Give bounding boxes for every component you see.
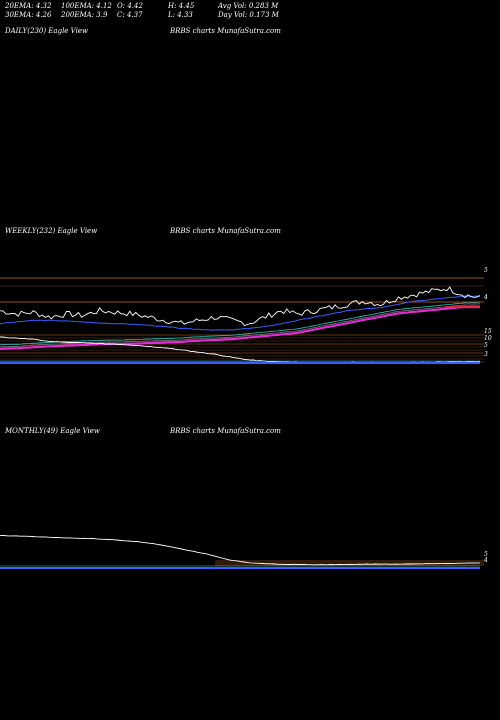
weekly-ma-gray <box>0 304 481 348</box>
monthly-scale-label: 5 <box>484 551 488 558</box>
stats-header: 20EMA: 4.32 100EMA: 4.12 O: 4.42 H: 4.45 Avg… <box>5 2 298 20</box>
ema200-stat: 200EMA: 3.9 <box>61 11 108 19</box>
monthly-scale-label: 4 <box>483 557 488 564</box>
weekly-scale-label: 15 <box>484 328 492 335</box>
ema20-stat: 20EMA: 4.32 <box>5 2 52 10</box>
weekly-scale-label: 3 <box>484 351 488 358</box>
daily-panel-label: DAILY(230) Eagle View <box>5 27 88 35</box>
high-stat: H: 4.45 <box>168 2 195 10</box>
day-vol-stat: Day Vol: 0.173 M <box>218 11 279 19</box>
close-stat: C: 4.37 <box>117 11 143 19</box>
open-stat: O: 4.42 <box>117 2 143 10</box>
low-stat: L: 4.33 <box>168 11 193 19</box>
weekly-scale-label: 4 <box>483 294 488 301</box>
weekly-panel-brand: BRBS charts MunafaSutra.com <box>170 227 281 235</box>
weekly-price-line <box>0 286 481 327</box>
ema100-stat: 100EMA: 4.12 <box>61 2 112 10</box>
daily-panel-brand: BRBS charts MunafaSutra.com <box>170 27 281 35</box>
weekly-scale-label: 5 <box>484 267 488 274</box>
stats-row-2: 30EMA: 4.26 200EMA: 3.9 C: 4.37 L: 4.33 Day … <box>5 11 298 20</box>
monthly-price-line <box>0 534 481 566</box>
monthly-panel-brand: BRBS charts MunafaSutra.com <box>170 427 281 435</box>
weekly-scale-label: 5 <box>484 342 488 349</box>
weekly-ma-blue <box>0 295 481 331</box>
weekly-scale-label: 10 <box>484 335 492 342</box>
weekly-ma-cyan <box>0 302 481 346</box>
ema30-stat: 30EMA: 4.26 <box>5 11 52 19</box>
avg-vol-stat: Avg Vol: 0.283 M <box>218 2 279 10</box>
stats-row-1: 20EMA: 4.32 100EMA: 4.12 O: 4.42 H: 4.45 Avg… <box>5 2 298 11</box>
monthly-panel-label: MONTHLY(49) Eagle View <box>5 427 100 435</box>
weekly-ma-magenta <box>0 305 481 350</box>
weekly-panel-label: WEEKLY(232) Eagle View <box>5 227 98 235</box>
